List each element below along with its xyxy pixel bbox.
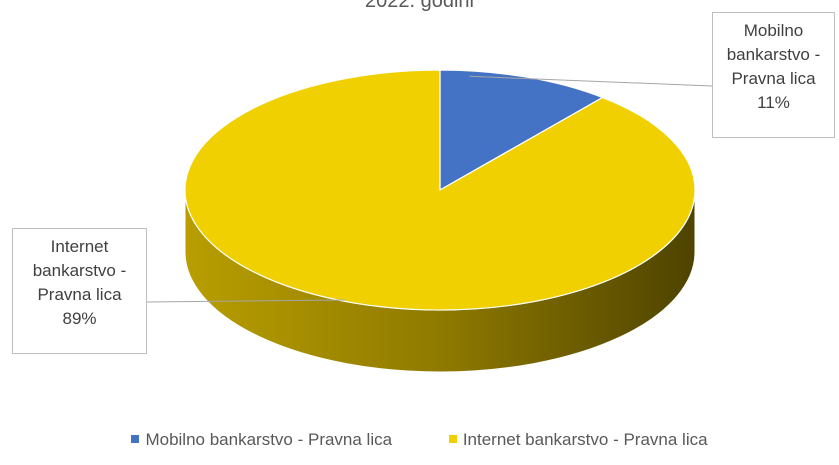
data-label-line: bankarstvo -	[32, 261, 127, 280]
legend-label: Internet bankarstvo - Pravna lica	[462, 430, 708, 449]
data-label-internet: Internet bankarstvo - Pravna lica 89%	[12, 228, 147, 354]
legend-item-internet: Internet bankarstvo - Pravna lica	[448, 430, 708, 450]
pie-slice-internet	[184, 69, 696, 311]
legend-swatch-internet	[448, 434, 457, 443]
leader-lines	[146, 75, 713, 303]
data-label-line: Pravna lica	[731, 69, 816, 88]
data-label-line: Internet	[50, 237, 109, 256]
leader-line-internet	[146, 299, 346, 303]
leader-line-mobilno	[469, 75, 713, 87]
pie-slice-mobilno	[439, 69, 604, 192]
data-label-percent: 11%	[757, 93, 790, 112]
data-label-line: bankarstvo -	[726, 45, 821, 64]
legend-swatch-mobilno	[131, 434, 140, 443]
legend: Mobilno bankarstvo - Pravna lica Interne…	[0, 430, 839, 450]
legend-item-mobilno: Mobilno bankarstvo - Pravna lica	[131, 430, 392, 450]
data-label-line: Mobilno	[743, 21, 804, 40]
chart-title: 2022. godini	[365, 0, 474, 12]
data-label-percent: 89%	[62, 309, 97, 328]
pie-group	[184, 69, 696, 373]
data-label-mobilno: Mobilno bankarstvo - Pravna lica 11%	[712, 12, 835, 138]
data-label-line: Pravna lica	[37, 285, 122, 304]
legend-label: Mobilno bankarstvo - Pravna lica	[145, 430, 393, 449]
